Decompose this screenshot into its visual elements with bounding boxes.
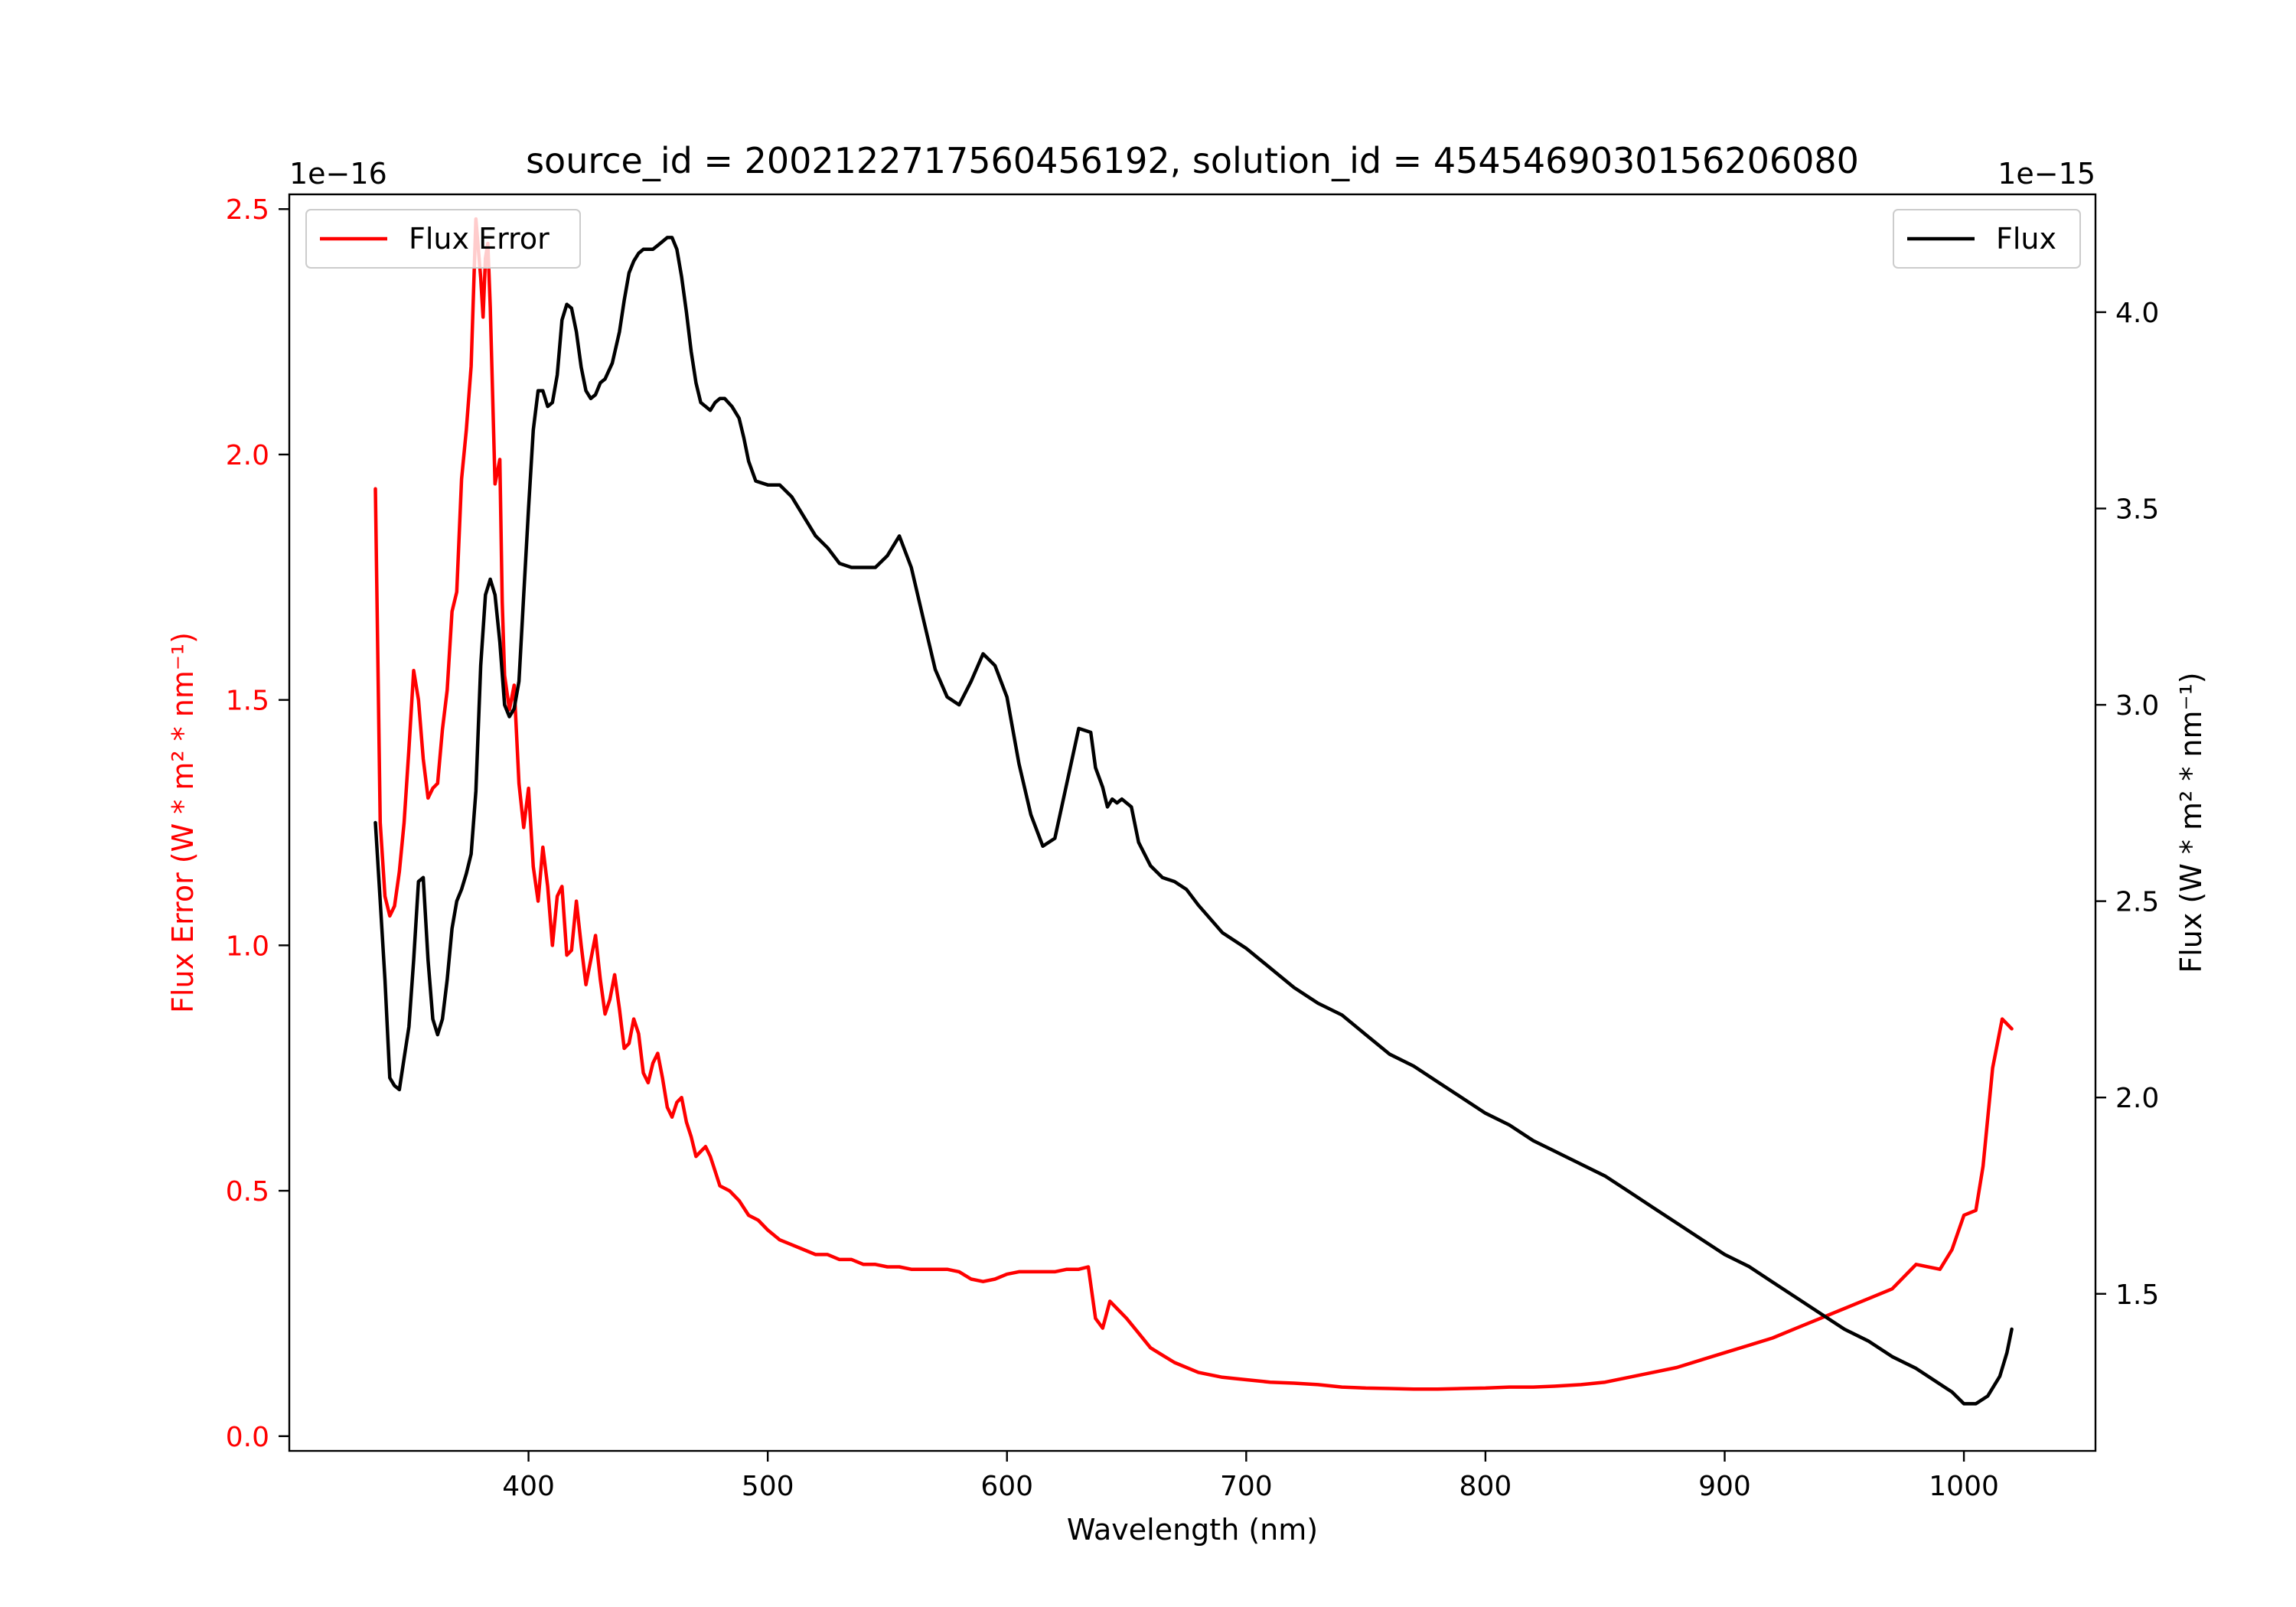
right-tick-label: 2.0: [2115, 1083, 2159, 1114]
right-tick-label: 2.5: [2115, 887, 2159, 918]
x-tick-label: 600: [980, 1471, 1033, 1502]
right-tick-label: 1.5: [2115, 1279, 2159, 1311]
legend-flux: Flux: [1893, 209, 2081, 269]
x-tick-label: 1000: [1929, 1471, 1999, 1502]
legend-label-flux-error: Flux Error: [409, 222, 550, 256]
right-y-axis: 1.5 2.0 2.5 3.0 3.5 4.0: [2095, 298, 2159, 1311]
chart-title: source_id = 2002122717560456192, solutio…: [526, 140, 1859, 181]
left-axis-offset-label: 1e−16: [289, 157, 387, 191]
x-tick-label: 500: [742, 1471, 794, 1502]
x-tick-label: 900: [1698, 1471, 1751, 1502]
series-line-flux: [373, 236, 2014, 1406]
legend-box: [305, 209, 581, 269]
right-axis-offset-label: 1e−15: [1998, 157, 2095, 191]
plot-frame: [288, 193, 2097, 1452]
x-tick-label: 800: [1459, 1471, 1512, 1502]
right-tick-label: 4.0: [2115, 298, 2159, 329]
legend-flux-error: Flux Error: [305, 209, 581, 269]
plot-area: [373, 217, 2014, 1406]
right-tick-label: 3.0: [2115, 690, 2159, 722]
x-tick-label: 400: [502, 1471, 555, 1502]
left-tick-label: 0.5: [226, 1176, 269, 1208]
left-y-axis: 0.0 0.5 1.0 1.5 2.0 2.5: [226, 194, 289, 1453]
series-layer: [373, 217, 2014, 1406]
legend-label-flux: Flux: [1996, 222, 2056, 256]
right-y-axis-label: Flux (W * m² * nm⁻¹): [2174, 672, 2208, 973]
left-tick-label: 1.0: [226, 931, 269, 962]
legend-box: [1893, 209, 2081, 269]
series-line-flux-error: [373, 217, 2014, 1391]
right-tick-label: 3.5: [2115, 494, 2159, 526]
x-tick-label: 700: [1220, 1471, 1273, 1502]
left-tick-label: 0.0: [226, 1422, 269, 1453]
x-axis: 400 500 600 700 800 900 1000: [502, 1451, 1999, 1502]
left-tick-label: 2.0: [226, 440, 269, 471]
x-axis-label: Wavelength (nm): [1067, 1513, 1318, 1547]
left-y-axis-label: Flux Error (W * m² * nm⁻¹): [166, 632, 200, 1013]
left-tick-label: 1.5: [226, 686, 269, 717]
left-tick-label: 2.5: [226, 194, 269, 226]
